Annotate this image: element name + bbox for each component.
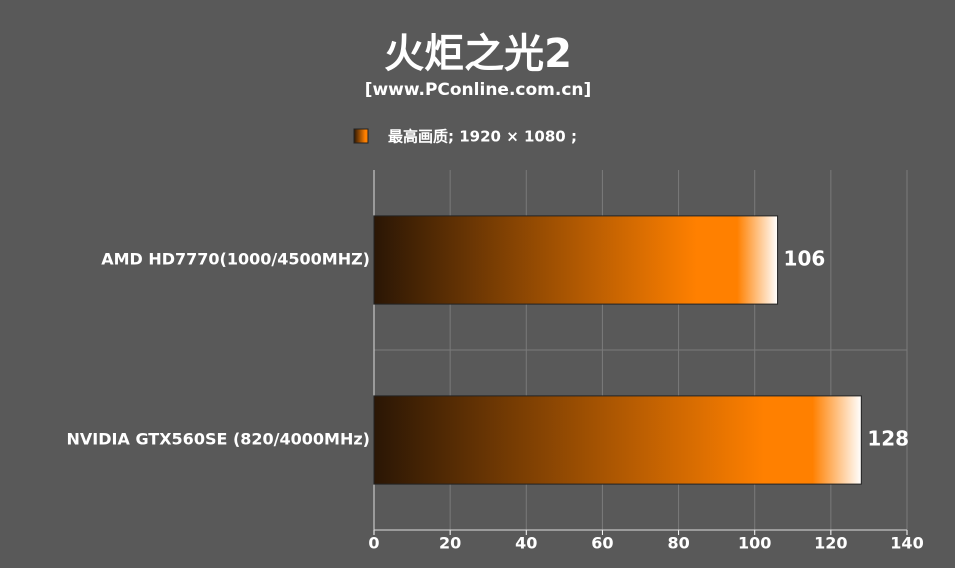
chart-subtitle: [www.PConline.com.cn] (365, 80, 592, 100)
bar (373, 215, 779, 305)
y-tick-label: NVIDIA GTX560SE (820/4000MHz) (67, 430, 370, 449)
x-tick-label: 20 (439, 534, 461, 553)
bar (373, 395, 862, 485)
y-tick-label: AMD HD7770(1000/4500MHZ) (101, 250, 370, 269)
x-tick-label: 0 (368, 534, 379, 553)
x-tick-label: 40 (515, 534, 537, 553)
data-label: 128 (867, 427, 909, 451)
legend-swatch (353, 128, 369, 144)
x-tick-label: 100 (738, 534, 771, 553)
x-tick-label: 60 (591, 534, 613, 553)
data-label: 106 (784, 247, 826, 271)
x-tick-label: 140 (890, 534, 923, 553)
legend-label: 最高画质; 1920 × 1080 ; (388, 128, 577, 146)
x-tick-label: 80 (667, 534, 689, 553)
chart-title: 火炬之光2 (384, 31, 572, 77)
x-tick-label: 120 (814, 534, 847, 553)
